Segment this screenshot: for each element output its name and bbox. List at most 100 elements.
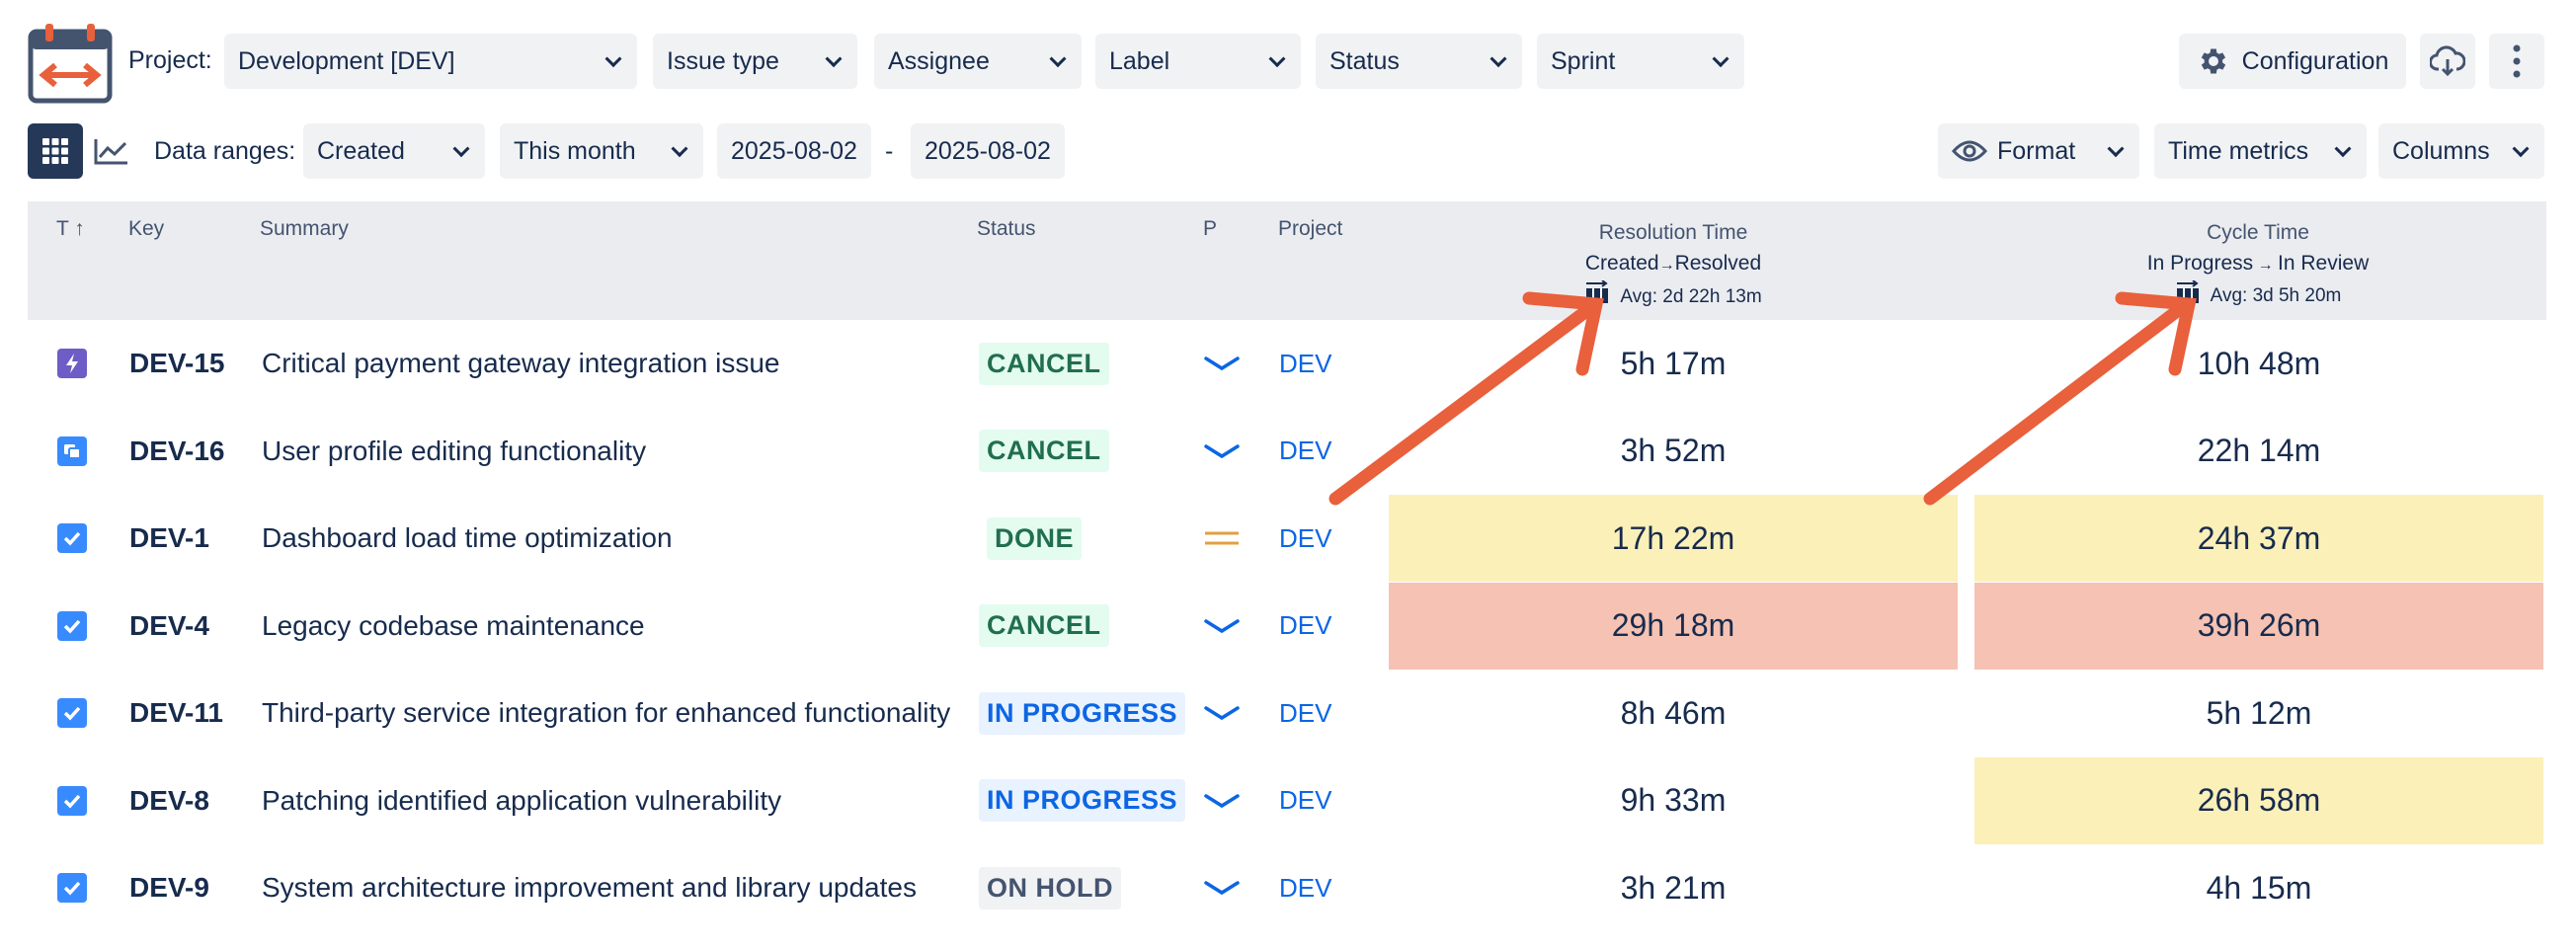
table-header: T ↑ Key Summary Status P Project Resolut… [28,201,2546,320]
chevron-down-icon [671,140,688,158]
issue-key[interactable]: DEV-15 [129,348,225,378]
issue-key[interactable]: DEV-1 [129,522,209,553]
status-badge[interactable]: CANCEL [979,604,1109,647]
column-header-status[interactable]: Status [977,217,1036,240]
eye-icon [1952,140,1987,162]
label-filter-label: Label [1109,46,1170,75]
table-row[interactable]: DEV-8 Patching identified application vul… [28,756,2546,844]
cycle-time-cell: 26h 58m [1974,756,2543,844]
resolution-avg: Avg: 2d 22h 13m [1620,286,1762,308]
status-badge[interactable]: DONE [987,516,1083,560]
project-link[interactable]: DEV [1279,348,1332,378]
column-header-key[interactable]: Key [128,217,165,240]
chart-view-button[interactable] [87,123,136,179]
issue-summary[interactable]: Patching identified application vulnerab… [262,784,782,816]
project-link[interactable]: DEV [1279,522,1332,553]
export-button[interactable] [2420,34,2475,89]
issue-summary[interactable]: Dashboard load time optimization [262,522,673,553]
chevron-down-icon [1049,50,1067,68]
assignee-filter-label: Assignee [888,46,990,75]
column-header-priority[interactable]: P [1203,217,1218,240]
priority-medium-icon [1203,495,1241,582]
project-link[interactable]: DEV [1279,872,1332,903]
cycle-avg-row: Avg: 3d 5h 20m [1973,279,2542,312]
issue-summary[interactable]: User profile editing functionality [262,435,647,466]
cycle-time-cell: 5h 12m [2206,694,2312,731]
resolution-to: Resolved [1674,252,1762,275]
issue-summary[interactable]: Critical payment gateway integration iss… [262,348,780,378]
data-ranges-label: Data ranges: [154,137,296,165]
project-select[interactable]: Development [DEV] [224,34,637,89]
arrow-right-icon: → [2253,257,2279,274]
status-filter[interactable]: Status [1316,34,1522,89]
cycle-time-cell: 22h 14m [2197,433,2321,468]
calendar-range-icon [2175,279,2201,312]
status-badge[interactable]: IN PROGRESS [979,691,1186,735]
project-link[interactable]: DEV [1279,610,1332,640]
date-from-input[interactable]: 2025-08-02 [717,123,871,179]
status-badge[interactable]: ON HOLD [979,866,1121,910]
resolution-transition: Created→Resolved [1389,249,1958,280]
app-logo-icon [28,22,113,105]
project-select-value: Development [DEV] [238,46,455,75]
project-link[interactable]: DEV [1279,697,1332,728]
time-metrics-button[interactable]: Time metrics [2154,123,2367,179]
line-chart-icon [94,139,127,165]
column-header-project[interactable]: Project [1278,217,1343,240]
time-metrics-label: Time metrics [2168,136,2309,165]
table-row[interactable]: DEV-9 System architecture improvement and… [28,844,2546,931]
cycle-avg: Avg: 3d 5h 20m [2210,285,2342,307]
date-to-input[interactable]: 2025-08-02 [911,123,1065,179]
table-row[interactable]: DEV-1 Dashboard load time optimization DON… [28,495,2546,582]
status-badge[interactable]: CANCEL [979,342,1109,385]
column-header-cycle-time[interactable]: Cycle Time In Progress → In Review Avg: … [1973,217,2542,312]
format-button[interactable]: Format [1938,123,2139,179]
issue-key[interactable]: DEV-8 [129,784,209,816]
issue-summary[interactable]: Third-party service integration for enha… [262,697,951,728]
resolution-time-cell: 3h 52m [1620,433,1727,468]
range-preset-select[interactable]: This month [500,123,703,179]
status-filter-label: Status [1329,46,1400,75]
table-row[interactable]: DEV-15 Critical payment gateway integrati… [28,320,2546,407]
resolution-time-cell: 17h 22m [1389,495,1958,582]
status-badge[interactable]: CANCEL [979,430,1109,472]
issue-key[interactable]: DEV-4 [129,609,209,641]
columns-button[interactable]: Columns [2378,123,2544,179]
column-header-type[interactable]: T ↑ [56,217,85,241]
status-cell: CANCEL [979,320,1109,407]
label-filter[interactable]: Label [1095,34,1301,89]
status-cell: CANCEL [979,408,1109,495]
cycle-time-cell: 10h 48m [2197,345,2321,381]
chevron-down-icon [1712,50,1730,68]
issue-summary[interactable]: System architecture improvement and libr… [262,872,917,903]
configuration-button[interactable]: Configuration [2179,34,2406,89]
range-field-select[interactable]: Created [303,123,485,179]
status-cell: ON HOLD [979,844,1121,931]
table-row[interactable]: DEV-11 Third-party service integration fo… [28,670,2546,756]
issue-summary[interactable]: Legacy codebase maintenance [262,609,645,641]
column-header-type-label: T [56,217,69,240]
table-row[interactable]: DEV-16 User profile editing functionality… [28,408,2546,495]
assignee-filter[interactable]: Assignee [874,34,1082,89]
format-label: Format [1997,136,2076,165]
more-options-button[interactable] [2489,34,2544,89]
issue-type-filter-label: Issue type [667,46,779,75]
sprint-filter[interactable]: Sprint [1537,34,1744,89]
issue-key[interactable]: DEV-11 [129,697,223,728]
table-row[interactable]: DEV-4 Legacy codebase maintenance CANCEL DE… [28,582,2546,670]
cloud-download-icon [2430,45,2465,77]
issue-type-filter[interactable]: Issue type [653,34,857,89]
resolution-title: Resolution Time [1598,221,1748,244]
column-header-summary[interactable]: Summary [260,217,349,240]
project-link[interactable]: DEV [1279,435,1332,465]
column-header-resolution-time[interactable]: Resolution Time Created→Resolved Avg: 2d… [1389,217,1958,314]
project-link[interactable]: DEV [1279,785,1332,815]
resolution-time-cell: 3h 21m [1620,869,1727,906]
status-cell: CANCEL [979,583,1109,670]
status-cell: IN PROGRESS [979,670,1186,756]
issue-key[interactable]: DEV-9 [129,872,209,903]
issue-key[interactable]: DEV-16 [129,435,225,466]
status-badge[interactable]: IN PROGRESS [979,779,1186,822]
grid-view-button[interactable] [28,123,83,179]
range-preset-value: This month [514,136,636,165]
